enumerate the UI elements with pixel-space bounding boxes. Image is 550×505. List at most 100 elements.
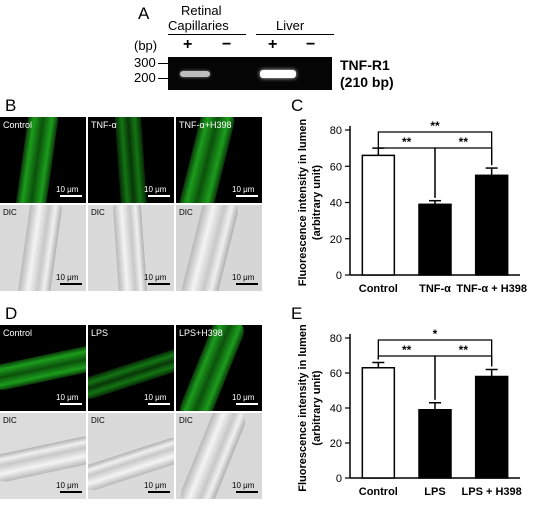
bar-chart-e: 0 20 40 60 80 Fluorescence intensity in lumen… [297, 324, 522, 498]
dic-image-lps-d: DIC 10 μm [88, 413, 174, 499]
lane-header-retinal: Retinal [181, 3, 222, 18]
dic-label: DIC [179, 416, 193, 425]
marker-300-tick [158, 63, 168, 64]
fluor-image-lps-h398-d: LPS+H398 10 μm [176, 325, 262, 411]
scale-label: 10 μm [144, 481, 167, 490]
fluor-image-control-b: Control 10 μm [0, 117, 86, 203]
y-tick-label: 80 [330, 333, 342, 345]
y-axis-label: (arbitrary unit) [311, 370, 323, 446]
lane-plus-2: + [268, 36, 278, 53]
scale-label: 10 μm [144, 273, 167, 282]
scale-bar [236, 283, 258, 285]
fluor-label-tnf-h398-b: TNF-α+H398 [179, 120, 232, 130]
lane-minus-2: − [306, 36, 316, 53]
fluor-image-tnf-b: TNF-α 10 μm [88, 117, 174, 203]
significance-label: ** [430, 119, 440, 133]
scale-label: 10 μm [232, 185, 255, 194]
lane-header-capillaries: Capillaries [168, 18, 229, 33]
bp-label: (bp) [134, 38, 158, 53]
scale-bar [148, 403, 170, 405]
y-tick-label: 60 [330, 161, 342, 173]
x-tick-label: TNF-α + H398 [456, 283, 527, 295]
scale-bar [60, 283, 82, 285]
dic-label: DIC [3, 208, 17, 217]
panel-e-letter: E [291, 304, 303, 323]
scale-bar [60, 403, 82, 405]
dic-label: DIC [91, 416, 105, 425]
dic-label: DIC [91, 208, 105, 217]
lane-plus-1: + [183, 36, 193, 53]
scale-bar [148, 283, 170, 285]
scale-label: 10 μm [56, 481, 79, 490]
fluor-image-lps-d: LPS 10 μm [88, 325, 174, 411]
y-tick-label: 0 [336, 473, 342, 485]
y-tick-label: 20 [330, 438, 342, 450]
fluor-image-tnf-h398-b: TNF-α+H398 10 μm [176, 117, 262, 203]
bar [361, 367, 396, 479]
gel-band-retinal [180, 71, 210, 77]
significance-bracket [377, 339, 493, 367]
bar [474, 174, 509, 276]
dic-image-tnf-b: DIC 10 μm [88, 205, 174, 291]
scale-label: 10 μm [232, 481, 255, 490]
scale-label: 10 μm [144, 185, 167, 194]
x-tick-label: LPS [424, 486, 445, 498]
significance-label: ** [459, 343, 469, 357]
significance-bracket [377, 131, 493, 166]
x-tick-label: Control [359, 486, 398, 498]
dic-image-tnf-h398-b: DIC 10 μm [176, 205, 262, 291]
panel-d-letter: D [5, 304, 18, 323]
bar [418, 409, 452, 479]
dic-image-control-d: DIC 10 μm [0, 413, 86, 499]
scale-bar [236, 491, 258, 493]
scale-bar [148, 491, 170, 493]
marker-300: 300 [134, 55, 156, 70]
scale-label: 10 μm [232, 393, 255, 402]
x-tick-label: Control [359, 283, 398, 295]
marker-200-tick [158, 78, 168, 79]
y-axis-label: (arbitrary unit) [311, 165, 323, 241]
lane-minus-1: − [222, 36, 232, 53]
scale-bar [60, 491, 82, 493]
bar [418, 203, 452, 276]
panel-b-letter: B [5, 96, 17, 115]
y-tick-label: 80 [330, 125, 342, 137]
lane-line-liver [256, 34, 334, 35]
fluor-label-control-d: Control [3, 328, 33, 338]
band-size-label: (210 bp) [340, 74, 394, 90]
lane-line-retinal [168, 34, 246, 35]
scale-label: 10 μm [144, 393, 167, 402]
bar [474, 375, 509, 479]
dic-label: DIC [179, 208, 193, 217]
scale-bar [236, 195, 258, 197]
lane-header-liver: Liver [276, 18, 305, 33]
scale-label: 10 μm [56, 185, 79, 194]
scale-bar [60, 195, 82, 197]
scale-label: 10 μm [232, 273, 255, 282]
gene-label: TNF-R1 [340, 57, 390, 73]
significance-label: * [433, 327, 438, 341]
bar [361, 154, 396, 276]
y-axis-label: Fluorescence intensity in lumen [297, 324, 309, 492]
panel-a-letter: A [138, 4, 150, 23]
fluor-label-tnf-b: TNF-α [91, 120, 117, 130]
y-tick-label: 40 [330, 198, 342, 210]
x-tick-label: TNF-α [419, 283, 451, 295]
panel-c-letter: C [291, 96, 304, 115]
gel-image [168, 57, 332, 90]
scale-bar [148, 195, 170, 197]
scale-label: 10 μm [56, 393, 79, 402]
y-tick-label: 0 [336, 270, 342, 282]
y-tick-label: 40 [330, 403, 342, 415]
fluor-label-lps-d: LPS [91, 328, 109, 338]
dic-image-lps-h398-d: DIC 10 μm [176, 413, 262, 499]
y-tick-label: 20 [330, 234, 342, 246]
x-tick-label: LPS + H398 [462, 486, 522, 498]
fluor-image-control-d: Control 10 μm [0, 325, 86, 411]
y-axis-label: Fluorescence intensity in lumen [297, 118, 309, 286]
gel-band-liver [260, 70, 296, 78]
dic-image-control-b: DIC 10 μm [0, 205, 86, 291]
significance-label: ** [402, 343, 412, 357]
fluor-label-control-b: Control [3, 120, 33, 130]
marker-200: 200 [134, 70, 156, 85]
